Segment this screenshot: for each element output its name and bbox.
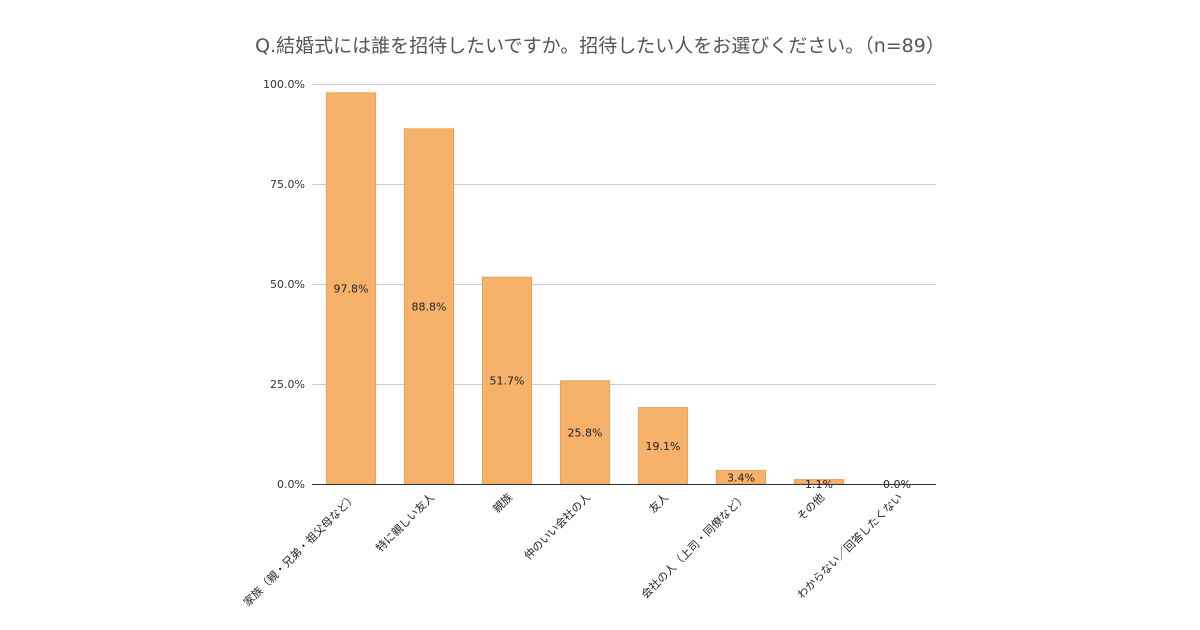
chart-title: Q.結婚式には誰を招待したいですか。招待したい人をお選びください。（n=89） <box>255 35 945 57</box>
bar <box>637 407 689 485</box>
data-label: 97.8% <box>334 282 369 295</box>
y-tick-label: 0.0% <box>277 478 305 491</box>
bar <box>481 276 533 485</box>
data-label: 25.8% <box>568 426 603 439</box>
bars <box>325 92 845 485</box>
x-axis-category-labels: 家族（親・兄弟・祖父母など） 特に親しい友人 親族 仲のいい会社の人 友人会社の人（上司… <box>240 490 905 609</box>
x-category-label: 友人 <box>646 490 671 515</box>
data-label: 3.4% <box>727 471 755 484</box>
y-axis-tick-labels: 0.0% 25.0% 50.0% 75.0% 100.0% <box>263 78 305 491</box>
x-category-label: 家族（親・兄弟・祖父母など） <box>240 490 359 609</box>
data-labels: 97.8%88.8%51.7%25.8%19.1%3.4%1.1% 0.0% <box>334 282 911 491</box>
x-category-label: 親族 <box>490 490 515 515</box>
data-label: 51.7% <box>490 375 525 388</box>
bar <box>559 380 611 485</box>
x-category-label: 仲のいい会社の人 <box>521 490 593 562</box>
data-label: 88.8% <box>412 300 447 313</box>
y-tick-label: 75.0% <box>270 178 305 191</box>
y-tick-label: 25.0% <box>270 378 305 391</box>
x-category-label: その他 <box>795 491 828 524</box>
y-tick-label: 100.0% <box>263 78 305 91</box>
bar <box>325 92 377 485</box>
y-tick-label: 50.0% <box>270 278 305 291</box>
x-category-label: 特に親しい友人 <box>373 490 437 554</box>
data-label: 19.1% <box>646 440 681 453</box>
